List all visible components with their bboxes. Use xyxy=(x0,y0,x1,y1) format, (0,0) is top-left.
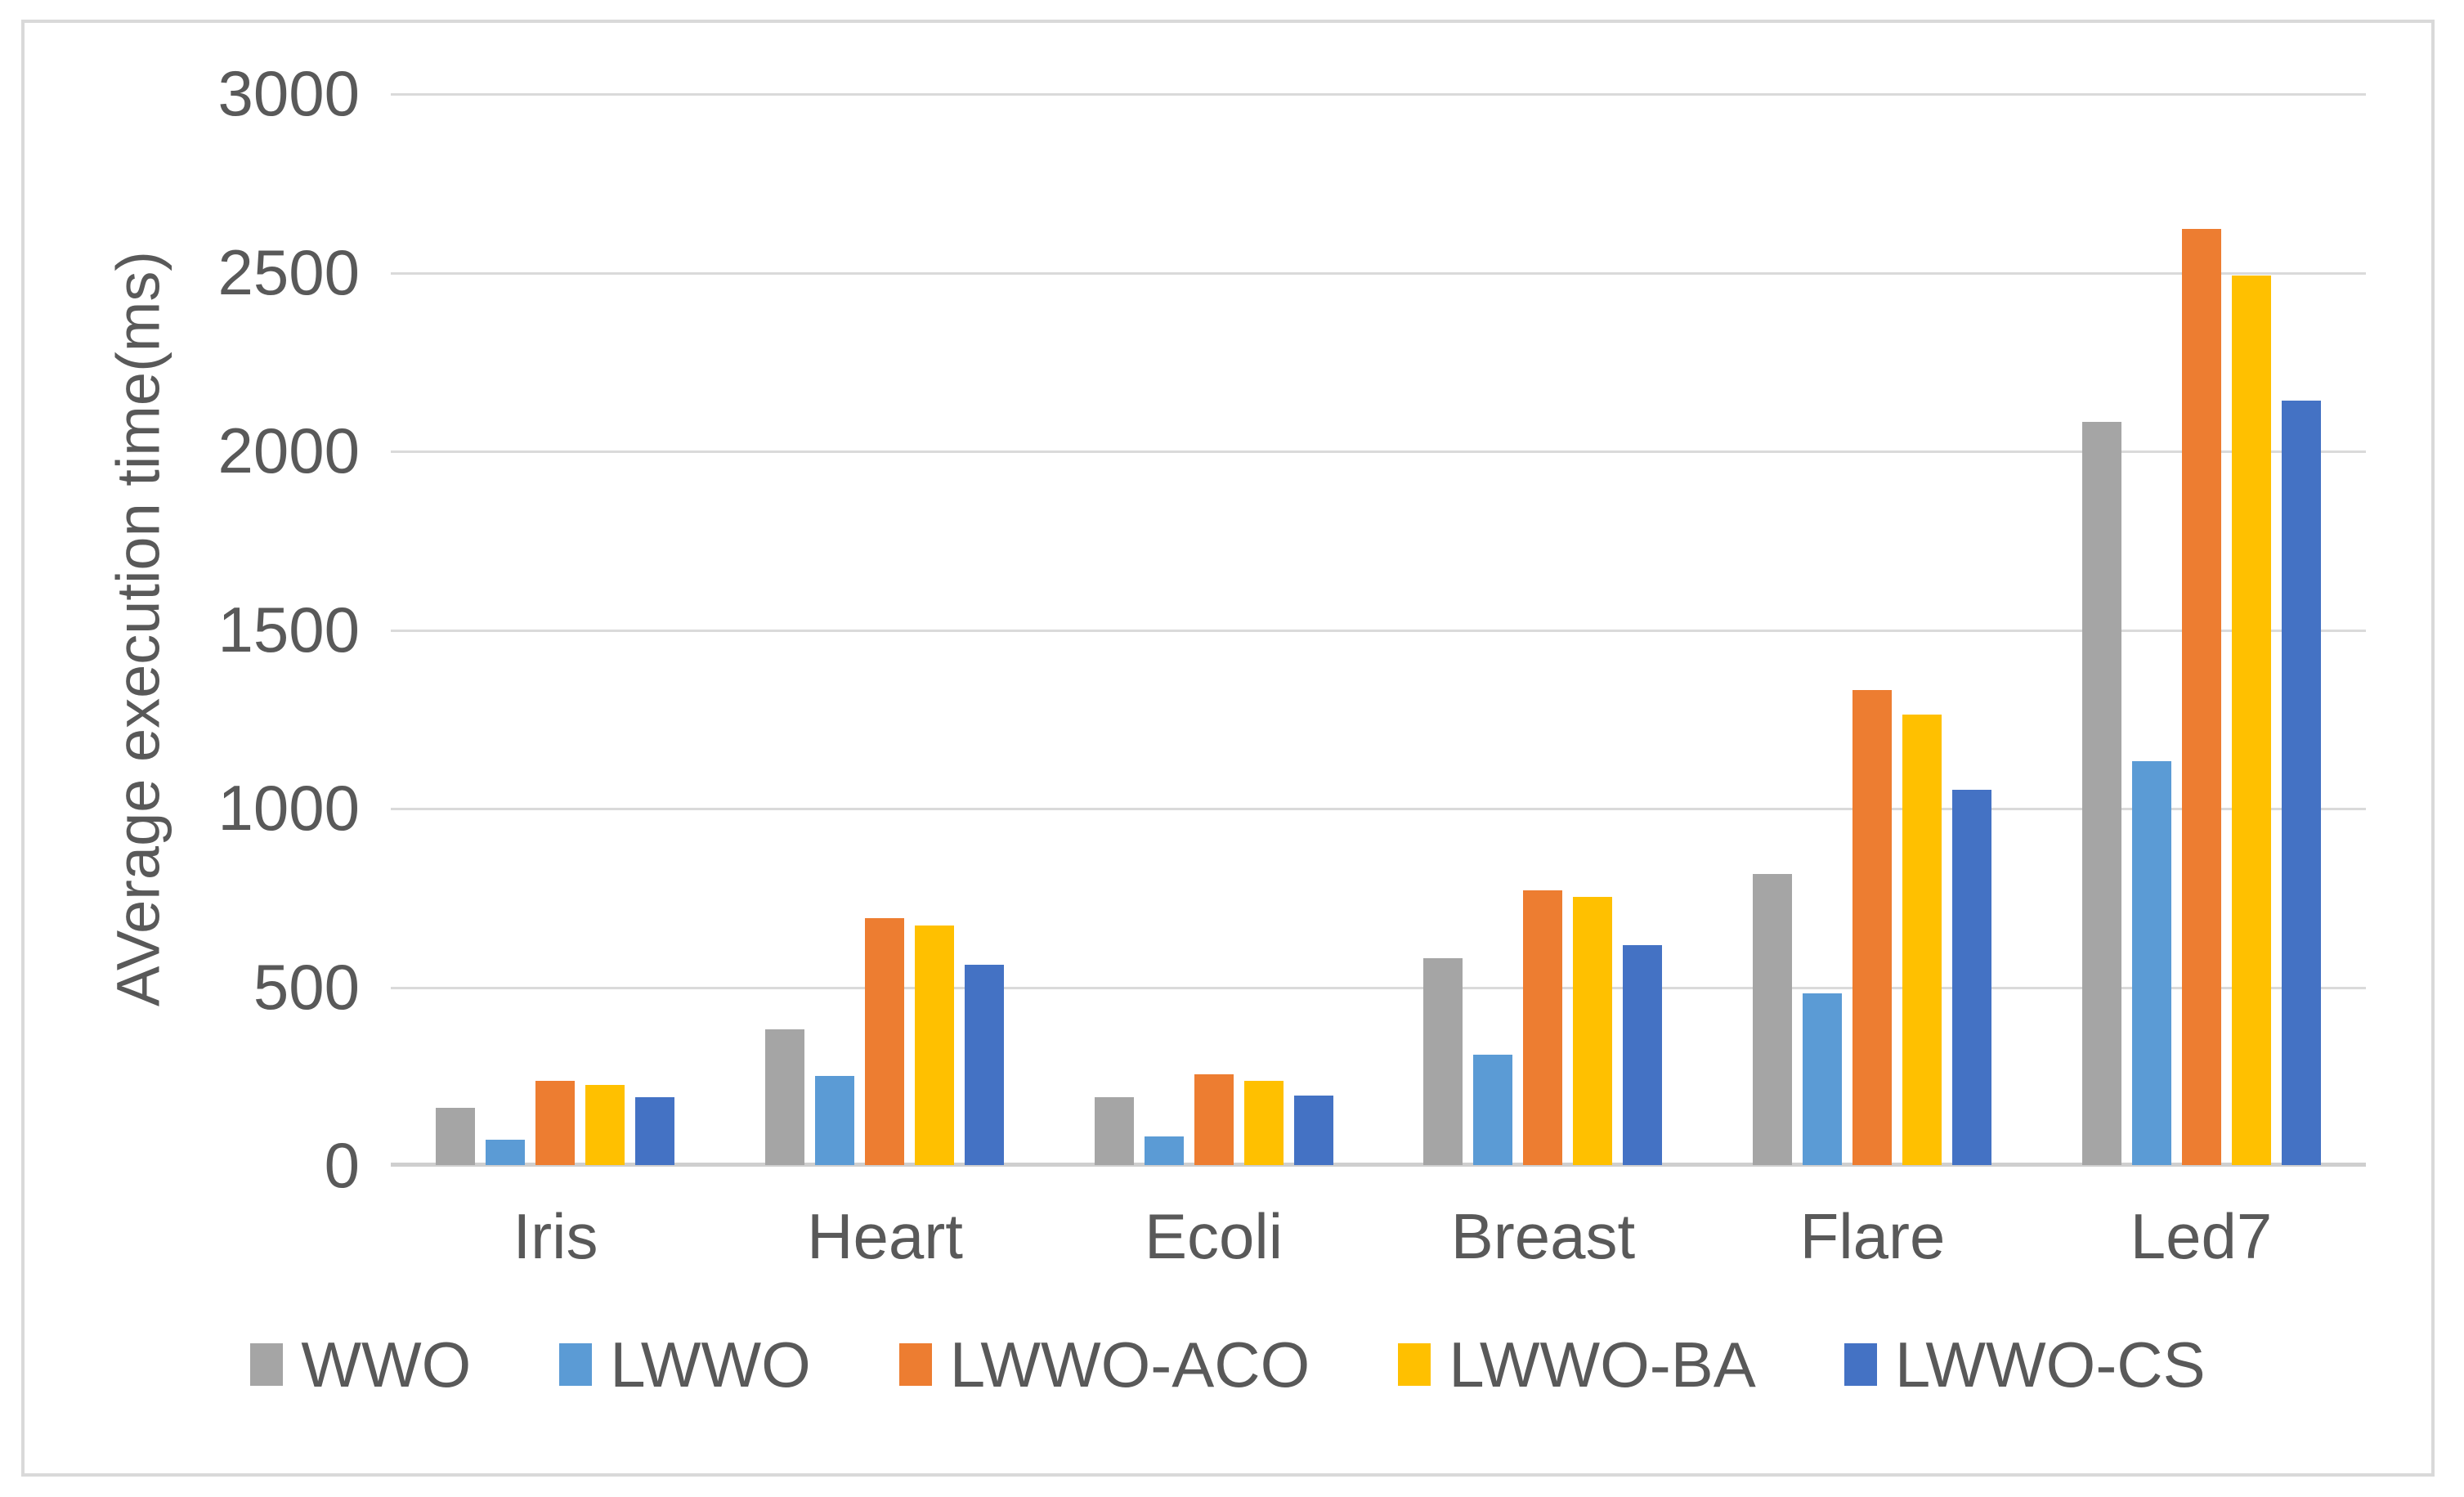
bar-wwo-breast xyxy=(1423,958,1463,1165)
y-tick-label: 2500 xyxy=(217,236,360,308)
bar-wwo-led7 xyxy=(2082,422,2121,1165)
gridline xyxy=(391,808,2366,810)
gridline xyxy=(391,93,2366,96)
legend-item-wwo: WWO xyxy=(250,1333,471,1396)
legend-label: LWWO-CS xyxy=(1894,1329,2206,1401)
gridline xyxy=(391,630,2366,632)
legend-swatch-icon xyxy=(559,1343,593,1386)
bar-wwo-flare xyxy=(1753,874,1792,1165)
bar-lwwo-iris xyxy=(486,1140,525,1165)
gridline xyxy=(391,450,2366,453)
category-label-breast: Breast xyxy=(1450,1200,1636,1272)
bar-lwwo-aco-led7 xyxy=(2182,229,2221,1165)
bar-lwwo-heart xyxy=(815,1076,854,1165)
bar-lwwo-aco-heart xyxy=(865,918,904,1165)
bar-lwwo-ba-heart xyxy=(915,926,954,1165)
bar-lwwo-aco-iris xyxy=(535,1081,575,1165)
chart-frame: AVerage execution time(ms) 0 500 1000 1500 2… xyxy=(21,20,2435,1477)
bar-lwwo-ecoli xyxy=(1145,1136,1184,1165)
category-label-heart: Heart xyxy=(807,1200,963,1272)
bar-lwwo-flare xyxy=(1803,993,1842,1165)
legend-swatch-icon xyxy=(1844,1343,1877,1386)
bar-lwwo-ba-led7 xyxy=(2232,276,2271,1165)
y-tick-label: 2000 xyxy=(217,415,360,486)
legend-item-lwwo: LWWO xyxy=(559,1333,811,1396)
bar-lwwo-aco-breast xyxy=(1523,890,1562,1165)
bar-lwwo-cs-iris xyxy=(635,1097,674,1165)
y-tick-label: 500 xyxy=(253,951,360,1023)
bar-lwwo-ba-iris xyxy=(585,1085,625,1165)
bar-wwo-iris xyxy=(436,1108,475,1165)
bar-lwwo-led7 xyxy=(2132,761,2171,1165)
bar-lwwo-aco-flare xyxy=(1852,690,1892,1165)
x-axis-line xyxy=(391,1163,2366,1167)
legend: WWO LWWO LWWO-ACO LWWO-BA LWWO-CS xyxy=(25,1324,2431,1405)
y-tick-label: 3000 xyxy=(217,57,360,129)
bar-lwwo-breast xyxy=(1473,1055,1512,1165)
plot-area: 0 500 1000 1500 2000 2500 3000 Iris Heart Ecoli Br… xyxy=(217,61,2366,1268)
y-tick-label: 1500 xyxy=(217,594,360,666)
bar-wwo-ecoli xyxy=(1095,1097,1134,1165)
legend-item-lwwo-aco: LWWO-ACO xyxy=(898,1329,1310,1401)
bar-lwwo-cs-breast xyxy=(1623,945,1662,1165)
y-tick-label: 1000 xyxy=(217,772,360,844)
bar-lwwo-cs-led7 xyxy=(2282,401,2321,1165)
legend-label: LWWO-ACO xyxy=(949,1329,1310,1401)
legend-swatch-icon xyxy=(1398,1343,1431,1386)
legend-item-lwwo-cs: LWWO-CS xyxy=(1844,1333,2206,1396)
category-label-led7: Led7 xyxy=(2130,1200,2273,1272)
legend-swatch-icon xyxy=(898,1343,932,1386)
bar-lwwo-ba-flare xyxy=(1902,715,1942,1165)
category-label-ecoli: Ecoli xyxy=(1144,1200,1284,1272)
bar-lwwo-cs-ecoli xyxy=(1294,1096,1333,1165)
gridline xyxy=(391,987,2366,989)
y-axis-title: AVerage execution time(ms) xyxy=(104,250,172,1007)
legend-swatch-icon xyxy=(250,1343,284,1386)
legend-item-lwwo-ba: LWWO-BA xyxy=(1398,1333,1756,1396)
y-tick-label: 0 xyxy=(324,1129,360,1201)
legend-label: LWWO xyxy=(610,1329,811,1401)
legend-label: WWO xyxy=(301,1329,472,1401)
category-label-flare: Flare xyxy=(1799,1200,1946,1272)
bar-lwwo-cs-heart xyxy=(965,965,1004,1165)
gridline xyxy=(391,272,2366,275)
legend-label: LWWO-BA xyxy=(1449,1329,1756,1401)
bar-lwwo-aco-ecoli xyxy=(1194,1074,1234,1165)
bar-wwo-heart xyxy=(765,1029,804,1165)
bar-lwwo-cs-flare xyxy=(1952,790,1991,1165)
bar-lwwo-ba-ecoli xyxy=(1244,1081,1284,1165)
bar-lwwo-ba-breast xyxy=(1573,897,1612,1165)
category-label-iris: Iris xyxy=(513,1200,598,1272)
